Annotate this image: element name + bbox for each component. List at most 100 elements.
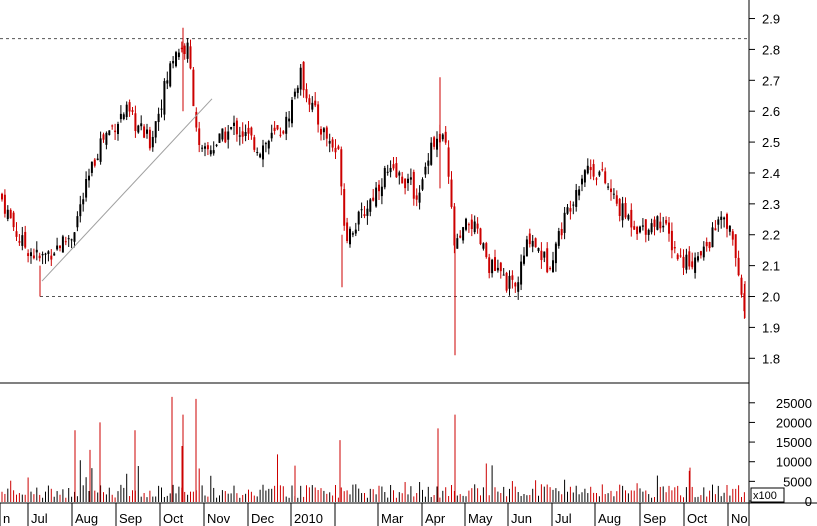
candle-body	[404, 178, 407, 189]
candle-body	[578, 189, 581, 196]
candle-body	[502, 274, 505, 276]
candle-body	[485, 243, 488, 258]
candle-body	[198, 128, 201, 146]
candle-body	[601, 169, 604, 171]
candle-body	[30, 252, 32, 257]
candle-body	[328, 140, 331, 144]
price-tick-label: 2.7	[762, 73, 780, 88]
candle-body	[424, 166, 427, 175]
candle-body	[427, 160, 430, 166]
price-tick-label: 1.9	[762, 320, 780, 335]
candle-body	[317, 104, 320, 125]
candle-body	[488, 257, 491, 273]
candle-body	[653, 219, 656, 227]
candle-body	[305, 89, 308, 99]
candle-body	[592, 164, 595, 177]
candle-body	[50, 255, 53, 260]
candle-body	[740, 277, 743, 295]
candle-body	[59, 245, 61, 249]
candle-body	[418, 192, 421, 203]
candle-body	[343, 189, 346, 226]
volume-tick-label: 0	[805, 494, 812, 509]
candle-body	[32, 255, 35, 259]
candle-body	[723, 217, 726, 220]
candle-body	[137, 125, 140, 133]
candle-body	[726, 214, 728, 229]
candle-body	[470, 219, 473, 230]
candle-body	[523, 255, 525, 264]
month-label-mar: Mar	[381, 511, 404, 526]
candle-body	[589, 167, 592, 171]
candle-body	[61, 236, 64, 253]
candle-body	[291, 99, 293, 124]
candle-body	[218, 133, 221, 143]
candle-body	[552, 260, 554, 273]
candle-body	[554, 243, 557, 264]
candle-body	[175, 52, 177, 67]
volume-tick-label: 25000	[776, 396, 812, 411]
candle-body	[714, 228, 717, 231]
candle-body	[166, 80, 169, 84]
candle-body	[177, 52, 180, 58]
candle-body	[285, 116, 288, 134]
candle-body	[360, 209, 363, 211]
price-tick-label: 2.8	[762, 42, 780, 57]
candle-body	[302, 61, 305, 91]
candle-body	[421, 179, 424, 190]
candle-body	[612, 193, 615, 195]
candle-body	[64, 241, 67, 243]
candle-body	[711, 227, 714, 248]
candle-body	[233, 122, 235, 126]
candle-body	[433, 137, 436, 147]
candle-body	[569, 208, 572, 212]
candle-body	[627, 215, 630, 220]
candle-body	[35, 249, 38, 253]
candle-body	[604, 171, 607, 184]
candle-body	[447, 147, 450, 177]
candle-body	[160, 108, 163, 110]
candle-body	[320, 128, 322, 135]
candle-body	[143, 126, 146, 138]
candle-body	[308, 98, 311, 105]
candle-body	[670, 230, 673, 251]
candle-body	[586, 165, 589, 174]
month-label-2010: 2010	[294, 511, 323, 526]
candle-body	[253, 137, 256, 150]
candle-body	[119, 113, 122, 120]
candle-body	[691, 261, 694, 268]
volume-tick-label: 20000	[776, 415, 812, 430]
candle-body	[247, 127, 250, 134]
candle-body	[566, 207, 569, 214]
candle-body	[699, 251, 702, 256]
month-label-nov: Nov	[207, 511, 231, 526]
volume-multiplier-label: x100	[753, 490, 777, 502]
candle-body	[340, 149, 343, 187]
candle-body	[436, 138, 438, 150]
candle-body	[3, 194, 6, 214]
candle-body	[610, 188, 612, 193]
candle-body	[15, 231, 18, 237]
month-label-jul: Jul	[31, 511, 48, 526]
candle-body	[82, 199, 85, 205]
candle-body	[259, 154, 262, 158]
volume-tick-label: 10000	[776, 455, 812, 470]
candle-body	[494, 257, 496, 271]
candle-body	[673, 247, 676, 249]
candle-body	[24, 231, 27, 248]
candle-body	[47, 251, 50, 254]
candle-body	[395, 163, 398, 178]
candle-body	[122, 114, 125, 120]
candle-body	[572, 204, 575, 206]
month-label-jul: Jul	[555, 511, 572, 526]
candle-body	[56, 245, 59, 250]
candle-body	[9, 209, 12, 219]
candle-body	[636, 226, 639, 235]
candle-body	[366, 208, 369, 216]
candle-body	[537, 248, 540, 252]
month-label-jun: n	[3, 511, 10, 526]
candle-body	[146, 129, 148, 134]
candle-body	[227, 131, 230, 140]
price-tick-label: 2.2	[762, 228, 780, 243]
candle-body	[389, 167, 392, 173]
